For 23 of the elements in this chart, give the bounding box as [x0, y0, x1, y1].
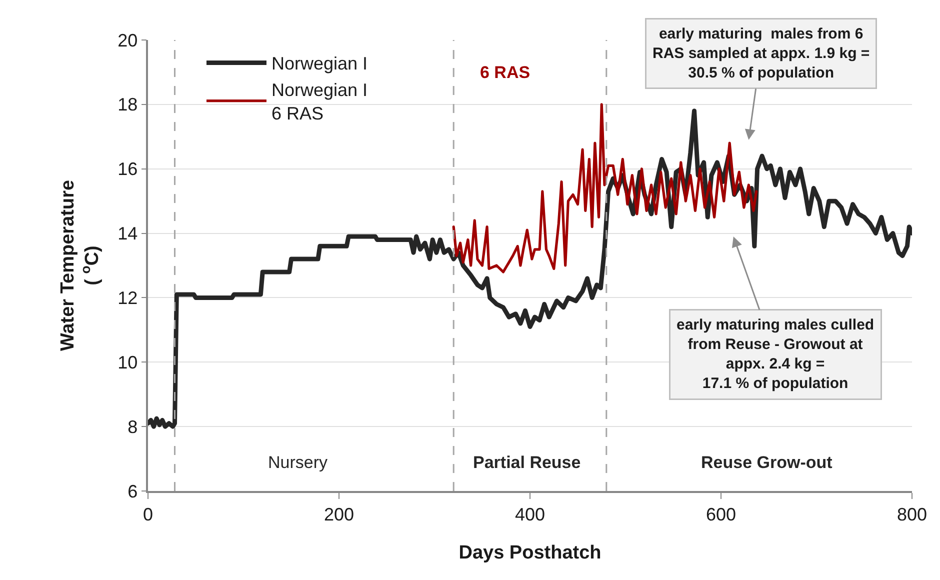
legend-label: Norwegian I — [271, 54, 368, 74]
x-tick-label: 600 — [706, 504, 736, 524]
y-tick-label: 18 — [118, 94, 138, 115]
annotation: Partial Reuse — [473, 453, 581, 472]
y-tick-label: 8 — [128, 416, 138, 437]
annotation: Reuse Grow-out — [701, 453, 833, 472]
y-tick-label: 12 — [118, 288, 138, 308]
annotation: early maturing males from 6 RAS sampled at appx. 1.9 kg = 30.5 % of population — [652, 26, 870, 82]
x-axis-title: Days Posthatch — [458, 542, 602, 564]
y-tick-label: 10 — [118, 352, 138, 372]
annotation: 6 RAS — [480, 63, 530, 82]
legend-label: Norwegian I 6 RAS — [271, 80, 368, 124]
line-series — [452, 103, 758, 274]
annotation: Nursery — [268, 453, 328, 472]
x-tick-label: 200 — [324, 504, 354, 524]
y-tick-label: 14 — [118, 224, 138, 244]
x-tick-label: 800 — [896, 504, 928, 524]
annotation: early maturing males culled from Reuse - Growout at appx. 2.4 kg = 17.1 % of population — [676, 316, 874, 392]
y-tick-label: 6 — [128, 481, 138, 502]
y-tick-label: 20 — [118, 30, 138, 50]
y-tick-label: 16 — [118, 159, 138, 180]
x-tick-label: 0 — [142, 504, 154, 524]
x-tick-label: 400 — [514, 504, 546, 524]
